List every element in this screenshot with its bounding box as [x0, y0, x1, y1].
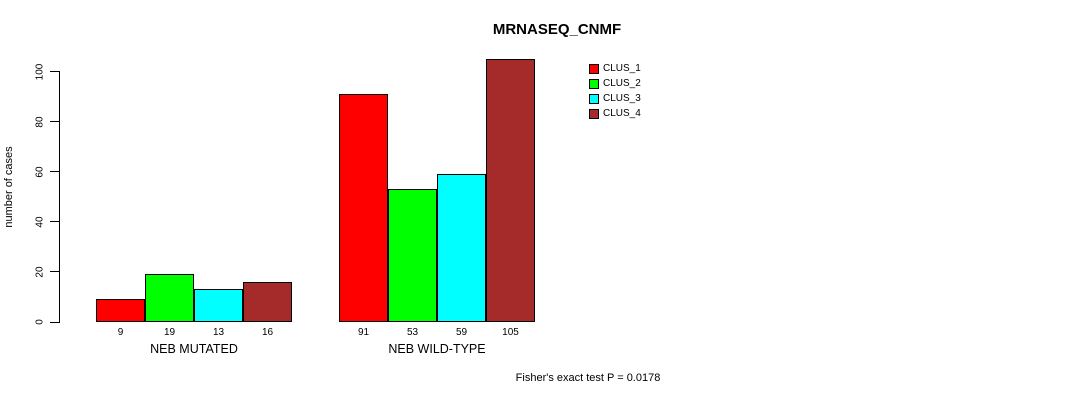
bar-value-label-clus-4-neb-wild-type: 105	[502, 327, 519, 338]
bar-value-label-clus-3-neb-wild-type: 59	[455, 327, 468, 338]
legend-label-clus-1: CLUS_1	[603, 63, 641, 74]
legend-label-clus-4: CLUS_4	[603, 108, 641, 119]
bar-clus-1-neb-wild-type	[339, 94, 388, 322]
chart-title: MRNASEQ_CNMF	[492, 21, 622, 38]
bar-clus-2-neb-wild-type	[388, 189, 437, 322]
y-tick-80	[50, 121, 59, 123]
legend-swatch-clus-3	[589, 93, 599, 104]
legend-swatch-clus-2	[589, 78, 599, 89]
legend-item-clus-3: CLUS_3	[589, 91, 641, 106]
bar-value-label-clus-1-neb-wild-type: 91	[357, 327, 370, 338]
x-category-label-neb-wild-type: NEB WILD-TYPE	[388, 342, 486, 356]
y-axis-label: number of cases	[3, 146, 15, 228]
y-tick-label-0: 0	[34, 319, 46, 325]
legend-swatch-clus-4	[589, 108, 599, 119]
bar-clus-1-neb-mutated	[96, 299, 145, 322]
y-tick-0	[50, 321, 59, 323]
bar-clus-2-neb-mutated	[145, 274, 194, 322]
x-category-label-neb-mutated: NEB MUTATED	[150, 342, 238, 356]
y-tick-label-60: 60	[34, 166, 46, 178]
bar-clus-3-neb-wild-type	[437, 174, 486, 322]
bar-value-label-clus-1-neb-mutated: 9	[117, 327, 124, 338]
legend-item-clus-4: CLUS_4	[589, 106, 641, 121]
y-tick-label-100: 100	[34, 63, 46, 80]
y-tick-label-80: 80	[34, 116, 46, 128]
legend-item-clus-2: CLUS_2	[589, 76, 641, 91]
legend-swatch-clus-1	[589, 63, 599, 74]
bar-value-label-clus-2-neb-mutated: 19	[163, 327, 176, 338]
y-axis-line	[59, 71, 60, 323]
bar-value-label-clus-4-neb-mutated: 16	[261, 327, 274, 338]
y-tick-40	[50, 221, 59, 223]
annotation-fisher-test: Fisher's exact test P = 0.0178	[515, 372, 661, 384]
legend-label-clus-2: CLUS_2	[603, 78, 641, 89]
bar-clus-4-neb-wild-type	[486, 58, 535, 322]
bar-value-label-clus-3-neb-mutated: 13	[212, 327, 225, 338]
y-tick-60	[50, 171, 59, 173]
bar-clus-4-neb-mutated	[243, 281, 292, 322]
legend: CLUS_1 CLUS_2 CLUS_3 CLUS_4	[589, 61, 641, 121]
y-tick-label-20: 20	[34, 266, 46, 278]
y-tick-20	[50, 271, 59, 273]
legend-item-clus-1: CLUS_1	[589, 61, 641, 76]
legend-label-clus-3: CLUS_3	[603, 93, 641, 104]
bar-value-label-clus-2-neb-wild-type: 53	[406, 327, 419, 338]
y-tick-label-40: 40	[34, 216, 46, 228]
y-tick-100	[50, 71, 59, 72]
bar-clus-3-neb-mutated	[194, 289, 243, 322]
